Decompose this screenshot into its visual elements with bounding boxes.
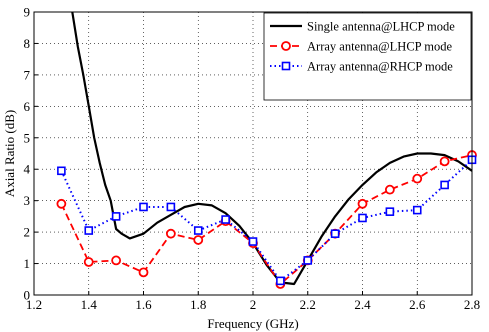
data-point bbox=[138, 267, 149, 278]
data-point bbox=[384, 184, 395, 195]
data-point bbox=[221, 215, 230, 224]
y-tick-label: 5 bbox=[24, 130, 31, 145]
x-tick-label: 2.4 bbox=[354, 297, 371, 312]
data-point bbox=[111, 255, 122, 266]
data-point bbox=[166, 202, 176, 212]
data-point bbox=[193, 235, 204, 245]
x-tick-label: 2 bbox=[250, 297, 257, 312]
legend-entry: Array antenna@RHCP mode bbox=[270, 60, 453, 74]
data-point bbox=[330, 229, 340, 238]
legend-marker bbox=[281, 61, 291, 71]
x-tick-label: 1.2 bbox=[26, 297, 42, 312]
y-tick-label: 4 bbox=[24, 162, 31, 177]
data-point bbox=[139, 202, 148, 212]
series-line bbox=[71, 11, 473, 286]
x-tick-label: 2.2 bbox=[300, 297, 316, 312]
data-point bbox=[248, 237, 258, 246]
x-tick-label: 2.8 bbox=[464, 297, 480, 312]
y-axis-label: Axial Ratio (dB) bbox=[2, 110, 17, 197]
series-1 bbox=[71, 11, 473, 286]
data-point bbox=[84, 226, 94, 235]
legend-entry: Single antenna@LHCP mode bbox=[270, 20, 455, 34]
data-point bbox=[165, 228, 176, 239]
data-point bbox=[440, 180, 449, 190]
data-point bbox=[57, 166, 66, 176]
legend-entry: Array antenna@LHCP mode bbox=[270, 40, 452, 54]
legend: Single antenna@LHCP mode Array antenna@LH… bbox=[263, 12, 472, 101]
series-line bbox=[60, 154, 473, 285]
data-point bbox=[412, 205, 422, 215]
series-group bbox=[56, 11, 477, 289]
data-point bbox=[385, 207, 395, 216]
y-tick-label: 0 bbox=[24, 288, 31, 303]
legend-box bbox=[263, 12, 472, 101]
y-tick-label: 7 bbox=[24, 67, 31, 82]
data-point bbox=[358, 213, 367, 223]
x-tick-label: 1.8 bbox=[190, 297, 206, 312]
data-point bbox=[412, 173, 423, 184]
x-tick-label: 1.6 bbox=[135, 297, 152, 312]
legend-label: Single antenna@LHCP mode bbox=[307, 20, 455, 34]
data-point bbox=[111, 212, 121, 221]
data-point bbox=[439, 156, 450, 167]
y-tick-label: 3 bbox=[24, 193, 31, 208]
data-point bbox=[357, 198, 368, 209]
legend-marker bbox=[281, 41, 291, 51]
y-tick-label: 9 bbox=[24, 5, 31, 20]
x-tick-label: 1.4 bbox=[81, 297, 98, 312]
x-axis-label: Frequency (GHz) bbox=[207, 316, 298, 331]
y-tick-label: 2 bbox=[24, 225, 31, 240]
legend-label: Array antenna@LHCP mode bbox=[307, 40, 452, 54]
data-point bbox=[83, 257, 94, 267]
data-point bbox=[56, 198, 67, 209]
x-tick-label: 2.6 bbox=[409, 297, 426, 312]
tick-labels: 1.2 1.4 1.6 1.8 2 2.2 2.4 2.6 2.8 0 1 2 3 4 5 6 7 8 9 bbox=[24, 5, 481, 313]
y-tick-label: 1 bbox=[24, 256, 31, 271]
y-tick-label: 6 bbox=[24, 99, 31, 114]
data-point bbox=[303, 256, 313, 265]
data-point bbox=[193, 226, 203, 235]
legend-label: Array antenna@RHCP mode bbox=[307, 60, 453, 74]
data-point bbox=[276, 276, 285, 286]
y-tick-label: 8 bbox=[24, 36, 31, 51]
